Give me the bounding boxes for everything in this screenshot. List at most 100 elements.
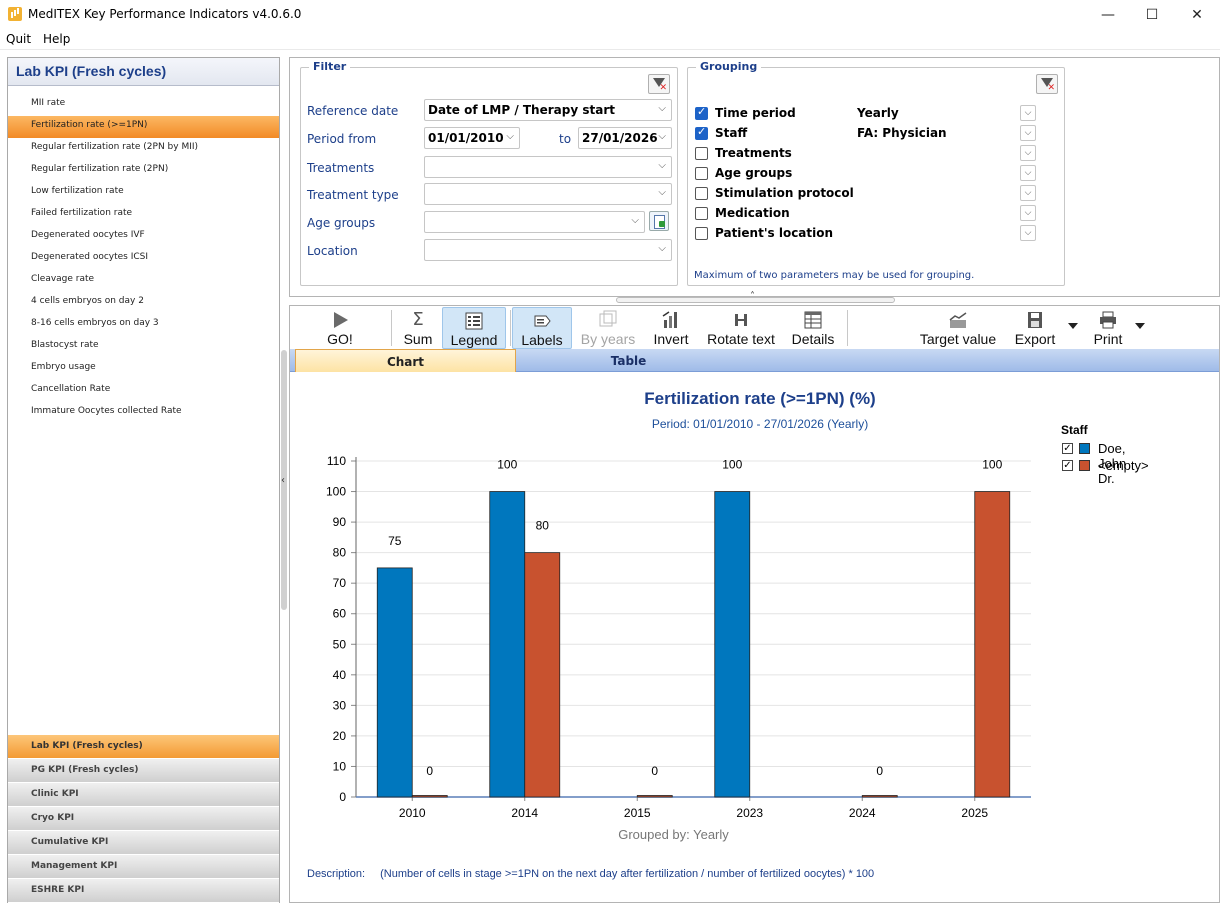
kpi-list-item[interactable]: Regular fertilization rate (2PN by MII) xyxy=(31,142,199,152)
legend-checkbox[interactable]: ✓ xyxy=(1062,460,1073,471)
kpi-list-item[interactable]: Degenerated oocytes IVF xyxy=(31,230,145,240)
treatment-type-label: Treatment type xyxy=(307,188,399,202)
y-tick-label: 70 xyxy=(333,576,347,590)
grouping-checkbox[interactable] xyxy=(695,147,708,160)
legend-swatch xyxy=(1079,460,1090,471)
maximize-button[interactable]: ☐ xyxy=(1145,7,1159,23)
grouping-dropdown-icon[interactable]: ⌵ xyxy=(1020,185,1036,201)
bar xyxy=(636,795,673,798)
period-from-date-picker[interactable]: 01/01/2010 ⌵ xyxy=(424,127,520,149)
grouping-dropdown-icon[interactable]: ⌵ xyxy=(1020,205,1036,221)
rotate-text-button[interactable]: Rotate text xyxy=(704,307,778,349)
grouping-dropdown-icon[interactable]: ⌵ xyxy=(1020,145,1036,161)
tab-table[interactable]: Table xyxy=(610,354,647,368)
y-tick-label: 40 xyxy=(333,668,347,682)
sum-button[interactable]: Σ Sum xyxy=(403,309,433,348)
reference-date-select[interactable]: Date of LMP / Therapy start ⌵ xyxy=(424,99,672,121)
clear-grouping-icon[interactable] xyxy=(1036,74,1058,94)
splitter-grip[interactable] xyxy=(281,350,287,610)
print-button[interactable]: Print xyxy=(1086,307,1130,349)
kpi-list-item[interactable]: Cleavage rate xyxy=(31,274,95,284)
print-dropdown-icon[interactable] xyxy=(1135,323,1145,329)
treatments-select[interactable]: ⌵ xyxy=(424,156,672,178)
kpi-list-item[interactable]: Regular fertilization rate (2PN) xyxy=(31,164,169,174)
bar xyxy=(411,795,448,798)
x-tick-label: 2023 xyxy=(736,806,763,820)
menu-quit[interactable]: Quit xyxy=(6,32,32,46)
kpi-list-item[interactable]: Fertilization rate (>=1PN) xyxy=(8,116,279,138)
minimize-button[interactable]: — xyxy=(1101,7,1115,23)
grouping-checkbox[interactable] xyxy=(695,125,708,140)
grouping-value: Yearly xyxy=(857,106,899,120)
grouping-checkbox[interactable] xyxy=(695,187,708,200)
grouping-dropdown-icon[interactable]: ⌵ xyxy=(1020,165,1036,181)
target-value-button[interactable]: Target value xyxy=(916,307,1000,349)
chart-area: 0 10 20 30 40 50 60 70 80 90 100 110 2010 75 0 2014 100 8… xyxy=(290,373,1219,902)
kpi-list-item[interactable]: Blastocyst rate xyxy=(31,340,99,350)
kpi-list-item[interactable]: MII rate xyxy=(31,98,66,108)
kpi-category-item[interactable]: Clinic KPI xyxy=(8,783,279,807)
kpi-category-item[interactable]: Lab KPI (Fresh cycles) xyxy=(8,735,279,759)
kpi-category-item[interactable]: Cumulative KPI xyxy=(8,831,279,855)
grouping-dropdown-icon[interactable]: ⌵ xyxy=(1020,125,1036,141)
filter-collapse-bar[interactable] xyxy=(616,297,895,303)
period-to-date-picker[interactable]: 27/01/2026 ⌵ xyxy=(578,127,672,149)
grouping-group: Grouping Time period Yearly ⌵ Staff FA: Phys… xyxy=(687,60,1065,286)
treatment-type-select[interactable]: ⌵ xyxy=(424,183,672,205)
collapse-left-arrow-icon[interactable]: ‹ xyxy=(281,475,285,486)
data-label: 0 xyxy=(651,764,658,778)
kpi-list-item[interactable]: Immature Oocytes collected Rate xyxy=(31,406,182,416)
data-label: 100 xyxy=(722,458,742,472)
kpi-category-item[interactable]: PG KPI (Fresh cycles) xyxy=(8,759,279,783)
bar xyxy=(524,552,561,798)
grouping-checkbox[interactable] xyxy=(695,207,708,220)
kpi-category-item[interactable]: ESHRE KPI xyxy=(8,879,279,903)
tab-chart[interactable]: Chart xyxy=(295,349,516,372)
edit-age-groups-icon[interactable] xyxy=(649,211,669,231)
grouping-checkbox[interactable] xyxy=(695,227,708,240)
grouping-label: Staff xyxy=(715,126,748,140)
legend-label: <empty> xyxy=(1098,458,1149,473)
labels-button[interactable]: Labels xyxy=(512,307,572,349)
kpi-category-item[interactable]: Cryo KPI xyxy=(8,807,279,831)
export-dropdown-icon[interactable] xyxy=(1068,323,1078,329)
x-tick-label: 2024 xyxy=(849,806,876,820)
location-select[interactable]: ⌵ xyxy=(424,239,672,261)
details-button[interactable]: Details xyxy=(788,307,838,349)
kpi-list-item[interactable]: 4 cells embryos on day 2 xyxy=(31,296,144,306)
kpi-list-item[interactable]: Degenerated oocytes ICSI xyxy=(31,252,149,262)
x-tick-label: 2014 xyxy=(511,806,538,820)
kpi-list-item[interactable]: Failed fertilization rate xyxy=(31,208,133,218)
title-bar: MedITEX Key Performance Indicators v4.0.… xyxy=(0,0,1220,30)
age-groups-select[interactable]: ⌵ xyxy=(424,211,645,233)
legend-entry[interactable]: ✓ <empty> xyxy=(1061,458,1149,475)
collapse-up-icon[interactable]: ˄ xyxy=(750,291,755,302)
by-years-button[interactable]: By years xyxy=(578,307,638,349)
legend-checkbox[interactable]: ✓ xyxy=(1062,443,1073,454)
kpi-list-item[interactable]: Cancellation Rate xyxy=(31,384,111,394)
kpi-list-item[interactable]: Embryo usage xyxy=(31,362,96,372)
grouping-checkbox[interactable] xyxy=(695,105,708,120)
chart-legend: Staff ✓ Doe, John Dr. ✓ <empty> xyxy=(1061,423,1149,486)
grouping-dropdown-icon[interactable]: ⌵ xyxy=(1020,105,1036,121)
kpi-list-item[interactable]: Low fertilization rate xyxy=(31,186,124,196)
chevron-down-icon: ⌵ xyxy=(658,160,666,171)
export-button[interactable]: Export xyxy=(1010,307,1060,349)
legend-entry[interactable]: ✓ Doe, John Dr. xyxy=(1061,441,1126,486)
clear-filter-icon[interactable] xyxy=(648,74,670,94)
close-button[interactable]: ✕ xyxy=(1191,7,1203,23)
x-tick-label: 2025 xyxy=(961,806,988,820)
kpi-list-item[interactable]: 8-16 cells embryos on day 3 xyxy=(31,318,159,328)
save-disk-icon xyxy=(1028,312,1042,328)
chevron-down-icon: ⌵ xyxy=(658,131,666,142)
menu-help[interactable]: Help xyxy=(43,32,71,46)
grouping-checkbox[interactable] xyxy=(695,167,708,180)
grouping-dropdown-icon[interactable]: ⌵ xyxy=(1020,225,1036,241)
calendar-stack-icon xyxy=(599,310,617,327)
go-button[interactable]: GO! xyxy=(320,307,360,349)
invert-button[interactable]: Invert xyxy=(648,307,694,349)
legend-button[interactable]: Legend xyxy=(442,307,506,349)
invert-icon xyxy=(662,311,677,328)
kpi-category-item[interactable]: Management KPI xyxy=(8,855,279,879)
period-from-label: Period from xyxy=(307,132,377,146)
